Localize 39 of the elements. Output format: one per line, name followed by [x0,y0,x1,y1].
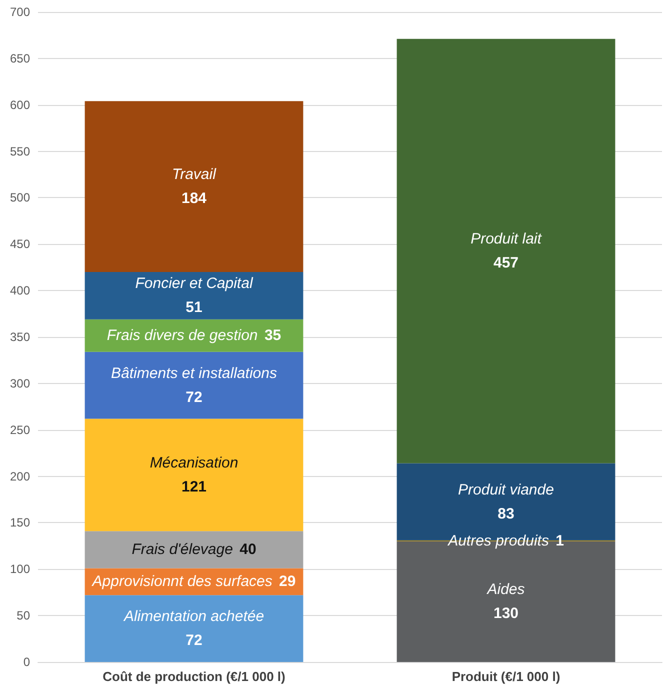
y-tick-label: 450 [10,237,30,252]
y-tick-label: 150 [10,516,30,530]
y-tick-label: 50 [16,608,30,623]
y-tick-label: 700 [10,5,30,19]
series-label: Foncier et Capital [135,275,254,292]
y-tick-label: 550 [10,144,30,158]
data-label: 184 [181,190,208,208]
y-tick-label: 100 [10,562,30,576]
series-label: Frais divers de gestion [106,327,258,344]
series-label: Frais d'élevage [132,541,233,558]
series-label: Approvisionnt des surfaces [91,573,273,590]
series-label: Bâtiments et installations [111,364,278,382]
series-label: Alimentation achetée [122,608,264,626]
data-label: 457 [493,254,519,272]
data-label: 121 [181,478,207,496]
y-tick-label: 300 [10,376,30,390]
data-label: 83 [498,505,514,522]
data-label: 35 [264,327,282,344]
y-tick-label: 500 [10,190,30,205]
series-label: Aides [486,581,526,598]
data-label: 72 [186,388,202,406]
data-label: 29 [279,573,296,590]
data-label: 40 [240,541,256,558]
y-tick-label: 600 [10,98,30,112]
y-tick-label: 350 [10,330,30,344]
data-label: 51 [186,299,202,316]
y-tick-label: 650 [10,51,30,66]
series-label: Travail [172,166,217,184]
series-label: Mécanisation [150,454,238,472]
series-label: Produit viande [458,481,554,498]
data-label: 130 [493,605,519,622]
x-tick-label: Produit (€/1 000 l) [452,669,560,684]
y-tick-label: 400 [10,284,30,298]
y-tick-label: 0 [23,655,30,669]
y-tick-label: 250 [10,422,30,437]
series-label: Produit lait [470,230,542,248]
y-tick-label: 200 [10,469,30,484]
x-tick-label: Coût de production (€/1 000 l) [102,669,286,684]
data-label: 72 [186,632,202,650]
